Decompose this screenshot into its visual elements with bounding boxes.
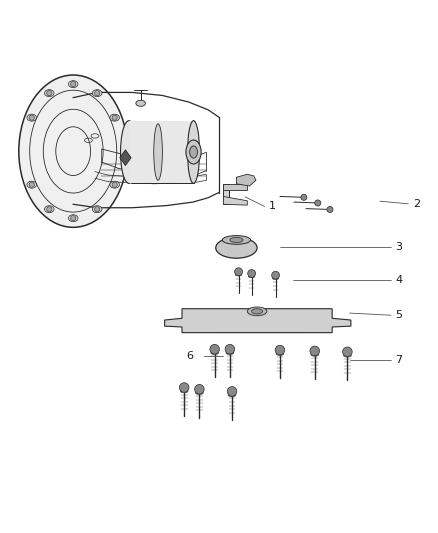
Circle shape <box>112 115 117 120</box>
Circle shape <box>275 345 285 355</box>
Circle shape <box>71 215 76 221</box>
Text: 1: 1 <box>269 201 276 212</box>
Ellipse shape <box>154 124 162 180</box>
FancyBboxPatch shape <box>129 120 196 183</box>
Ellipse shape <box>136 100 145 107</box>
Circle shape <box>29 115 34 120</box>
Circle shape <box>272 271 279 279</box>
Ellipse shape <box>92 90 102 96</box>
Circle shape <box>343 347 352 357</box>
Circle shape <box>315 200 321 206</box>
Ellipse shape <box>222 236 251 244</box>
Text: 7: 7 <box>395 355 403 365</box>
Text: 3: 3 <box>395 242 402 252</box>
Ellipse shape <box>226 352 234 354</box>
Circle shape <box>47 207 52 212</box>
Polygon shape <box>165 309 351 333</box>
Circle shape <box>180 383 189 392</box>
Ellipse shape <box>92 206 102 213</box>
FancyBboxPatch shape <box>223 184 229 204</box>
Circle shape <box>47 91 52 96</box>
Ellipse shape <box>230 237 243 243</box>
Circle shape <box>310 346 320 356</box>
Ellipse shape <box>196 392 203 394</box>
Ellipse shape <box>19 75 127 228</box>
Circle shape <box>227 386 237 396</box>
Ellipse shape <box>68 80 78 87</box>
Ellipse shape <box>343 354 351 357</box>
Ellipse shape <box>190 146 198 158</box>
Ellipse shape <box>228 394 236 397</box>
Text: 5: 5 <box>395 310 402 320</box>
Polygon shape <box>120 150 131 166</box>
Ellipse shape <box>248 276 255 278</box>
Ellipse shape <box>120 120 137 183</box>
Ellipse shape <box>247 307 267 316</box>
Text: 4: 4 <box>395 276 403 286</box>
Ellipse shape <box>216 237 257 258</box>
Ellipse shape <box>272 277 279 279</box>
Text: 6: 6 <box>186 351 193 361</box>
Ellipse shape <box>110 114 120 121</box>
Circle shape <box>301 194 307 200</box>
Ellipse shape <box>180 390 188 393</box>
Ellipse shape <box>110 181 120 188</box>
FancyBboxPatch shape <box>223 184 247 190</box>
Circle shape <box>235 268 243 276</box>
Ellipse shape <box>45 90 54 96</box>
Circle shape <box>95 91 100 96</box>
Ellipse shape <box>311 353 318 356</box>
Polygon shape <box>223 197 247 205</box>
Ellipse shape <box>45 206 54 213</box>
Circle shape <box>71 82 76 87</box>
Circle shape <box>194 384 204 394</box>
Ellipse shape <box>68 215 78 222</box>
Ellipse shape <box>27 181 36 188</box>
Circle shape <box>112 182 117 187</box>
Ellipse shape <box>187 120 200 183</box>
Circle shape <box>210 344 219 354</box>
Ellipse shape <box>252 309 262 314</box>
Text: 2: 2 <box>413 199 420 209</box>
Ellipse shape <box>27 114 36 121</box>
Circle shape <box>327 206 333 213</box>
Circle shape <box>248 270 255 277</box>
Circle shape <box>95 207 100 212</box>
Circle shape <box>225 344 235 354</box>
Ellipse shape <box>211 352 219 354</box>
Ellipse shape <box>236 273 242 276</box>
Ellipse shape <box>276 352 284 356</box>
Polygon shape <box>237 174 256 186</box>
Ellipse shape <box>186 140 201 164</box>
Circle shape <box>29 182 34 187</box>
